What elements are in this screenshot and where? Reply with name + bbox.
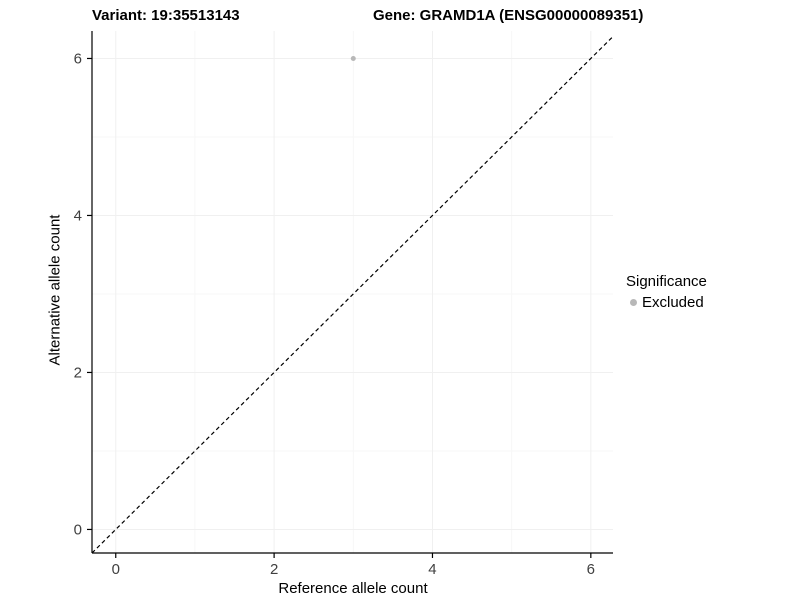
svg-text:6: 6 [74, 50, 82, 67]
legend: Significance Excluded [626, 273, 707, 311]
x-axis-label: Reference allele count [278, 580, 428, 597]
legend-item-label: Excluded [642, 294, 704, 311]
svg-text:4: 4 [74, 207, 82, 224]
svg-text:0: 0 [74, 521, 82, 538]
chart-title-gene: Gene: GRAMD1A (ENSG00000089351) [373, 7, 644, 24]
svg-text:2: 2 [270, 561, 278, 578]
svg-text:0: 0 [112, 561, 120, 578]
svg-text:4: 4 [428, 561, 436, 578]
y-axis-label: Alternative allele count [46, 214, 64, 366]
chart-title-variant: Variant: 19:35513143 [92, 7, 240, 24]
legend-item-excluded: Excluded [626, 294, 707, 311]
svg-text:6: 6 [587, 561, 595, 578]
legend-title: Significance [626, 273, 707, 290]
excluded-point-icon [630, 299, 637, 306]
svg-text:2: 2 [74, 364, 82, 381]
